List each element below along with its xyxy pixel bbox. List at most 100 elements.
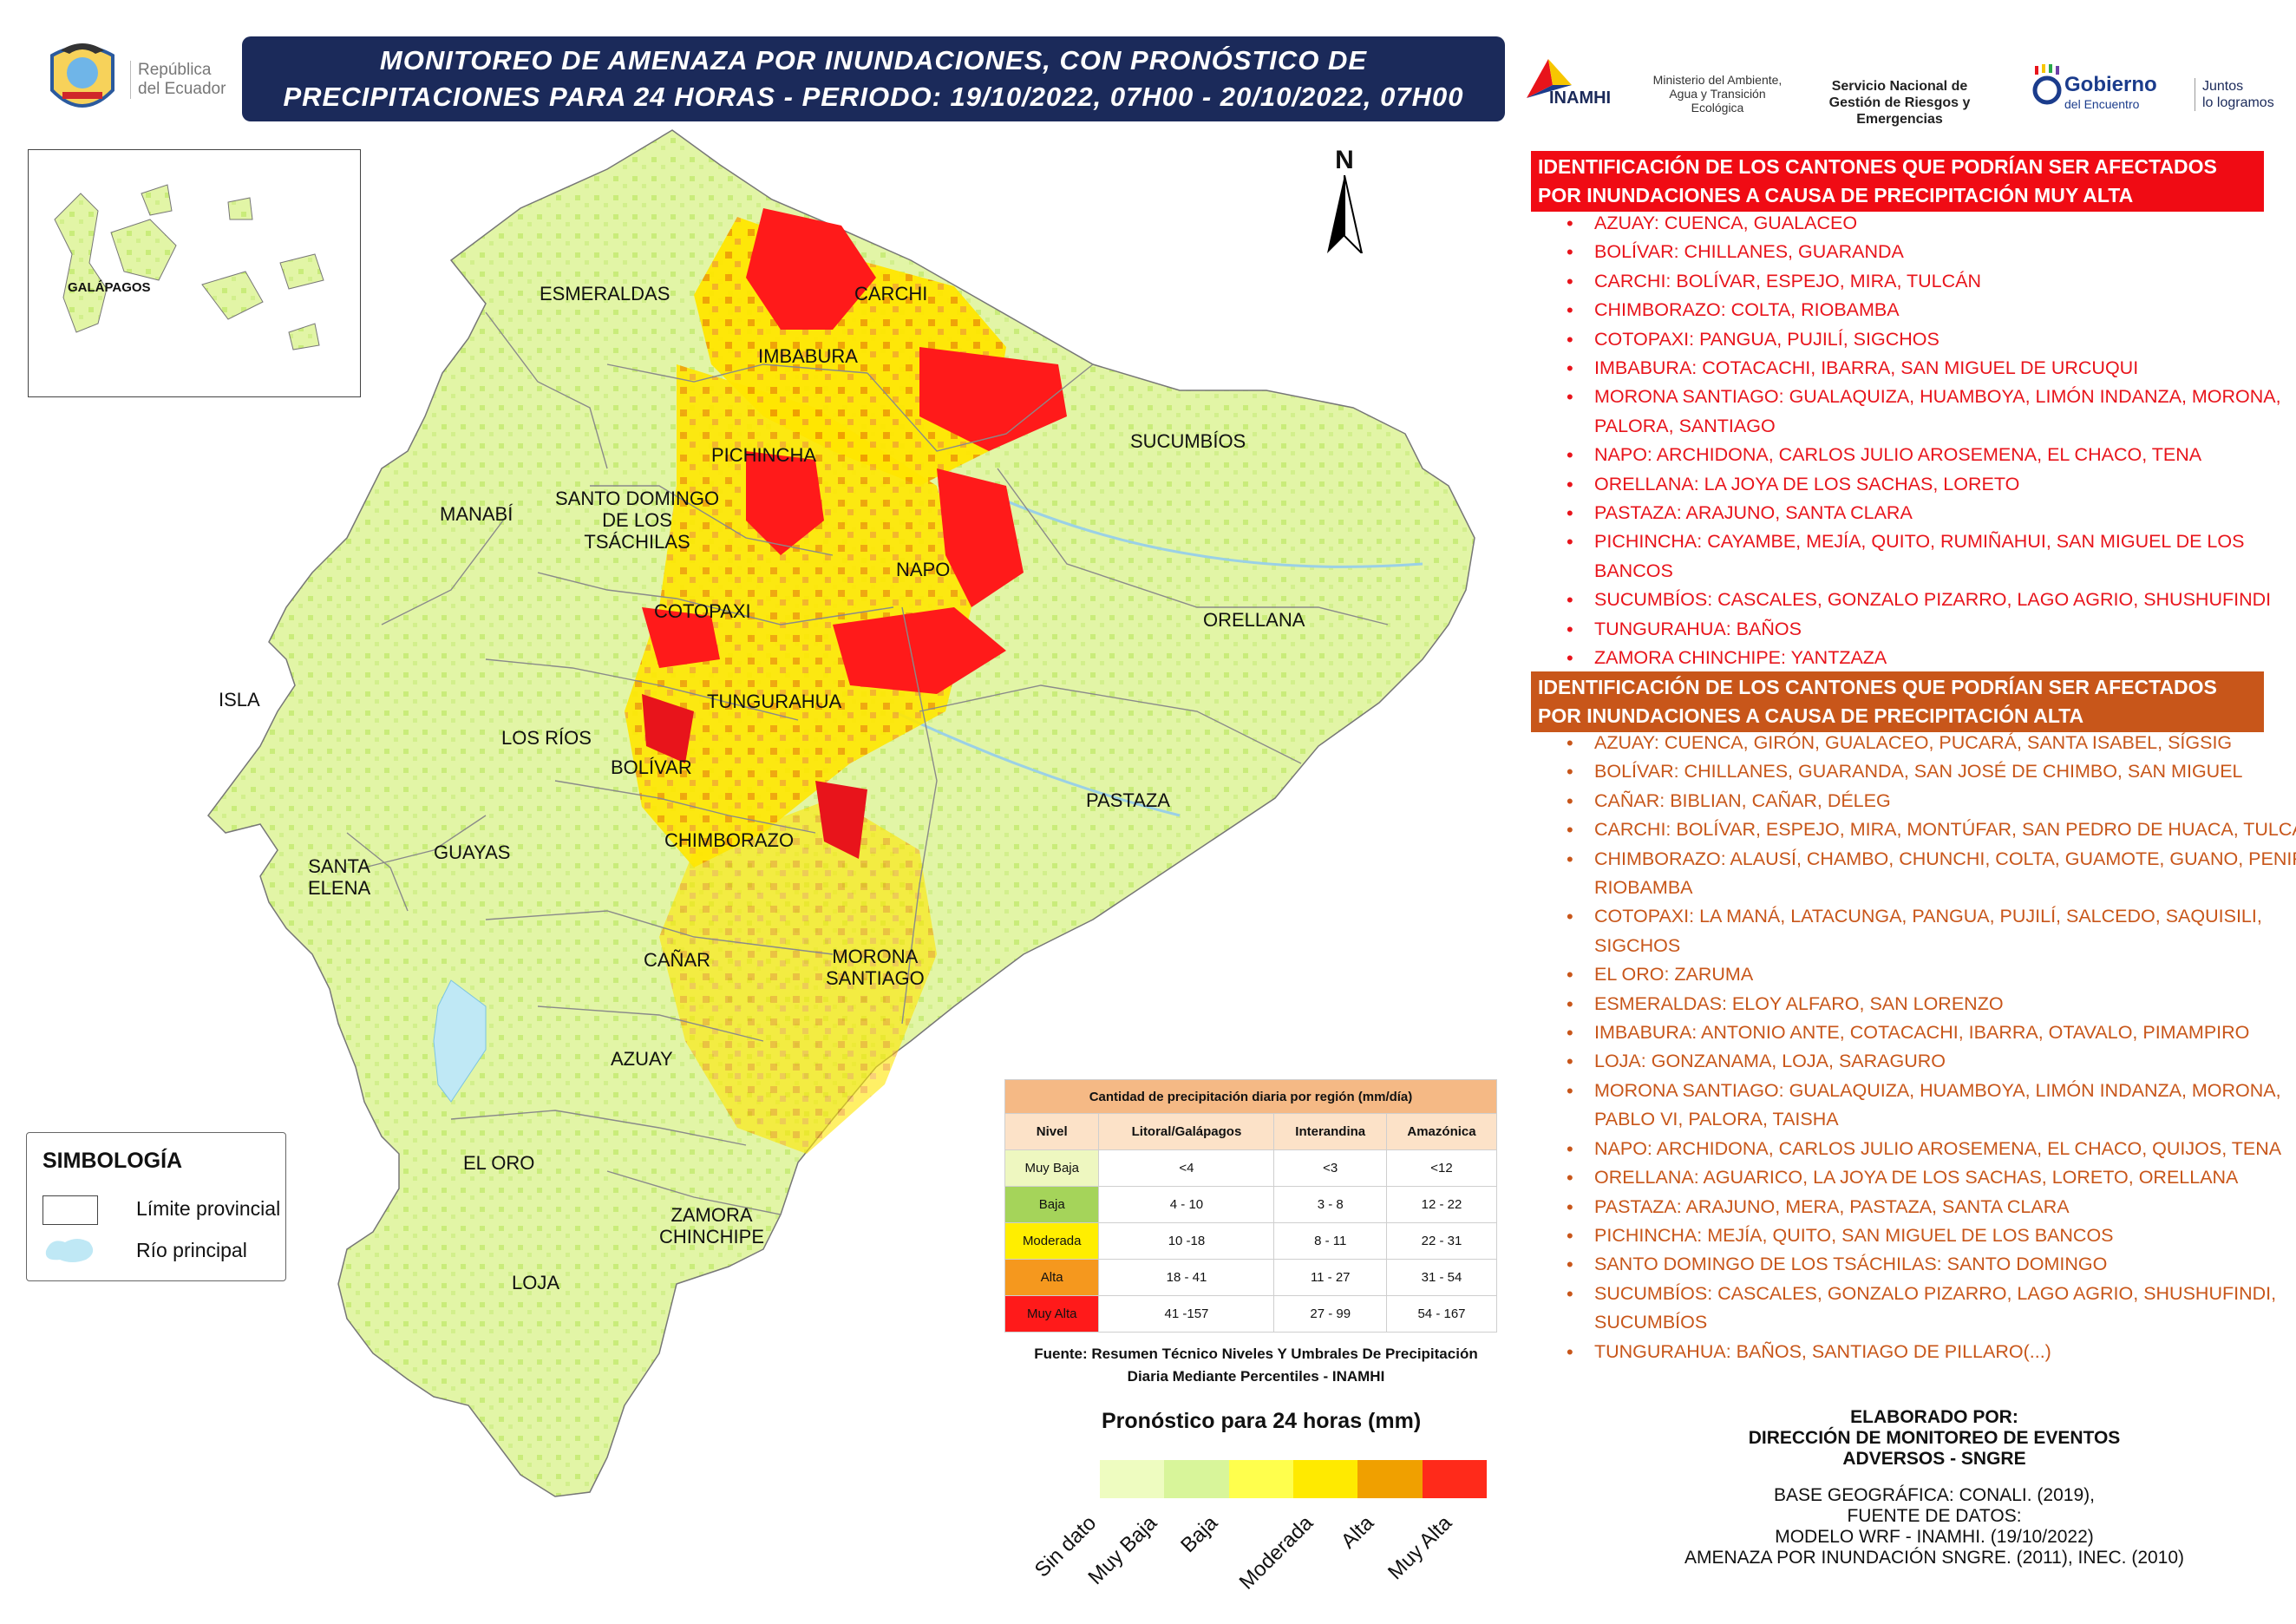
alta-list: AZUAY: CUENCA, GIRÓN, GUALACEO, PUCARÁ, … bbox=[1561, 729, 2296, 1366]
list-item: IMBABURA: COTACACHI, IBARRA, SAN MIGUEL … bbox=[1567, 354, 2296, 383]
muy-alta-list: AZUAY: CUENCA, GUALACEO BOLÍVAR: CHILLAN… bbox=[1561, 209, 2296, 673]
gobierno-text: Gobierno bbox=[2064, 73, 2157, 96]
credits-body: BASE GEOGRÁFICA: CONALI. (2019), FUENTE … bbox=[1684, 1485, 2185, 1568]
credits-heading: ELABORADO POR: DIRECCIÓN DE MONITOREO DE… bbox=[1748, 1407, 2121, 1469]
table-header: Nivel bbox=[1004, 1113, 1100, 1150]
table-header: Amazónica bbox=[1385, 1113, 1498, 1150]
table-cell: <12 bbox=[1385, 1149, 1498, 1187]
label-azuay: AZUAY bbox=[611, 1048, 673, 1070]
inamhi-logo: INAMHI bbox=[1518, 50, 1631, 120]
republica-ecuador-logo: República del Ecuador bbox=[43, 36, 234, 123]
map-title: MONITOREO DE AMENAZA POR INUNDACIONES, C… bbox=[242, 36, 1505, 121]
list-item: COTOPAXI: PANGUA, PUJILÍ, SIGCHOS bbox=[1567, 325, 2296, 355]
table-cell: 54 - 167 bbox=[1385, 1295, 1498, 1333]
label-tungurahua: TUNGURAHUA bbox=[707, 691, 842, 712]
zone-muy-alta-cotopaxi bbox=[642, 607, 720, 668]
list-item: CHIMBORAZO: COLTA, RIOBAMBA bbox=[1567, 296, 2296, 325]
label-napo: NAPO bbox=[896, 559, 951, 580]
label-loja: LOJA bbox=[512, 1272, 560, 1293]
provincial-boundaries bbox=[346, 311, 1389, 1215]
table-cell: 11 - 27 bbox=[1273, 1259, 1387, 1296]
list-item: EL ORO: ZARUMA bbox=[1567, 960, 2296, 990]
list-item: ORELLANA: LA JOYA DE LOS SACHAS, LORETO bbox=[1567, 470, 2296, 500]
zone-muy-alta-tungurahua bbox=[833, 607, 1006, 694]
list-item: PICHINCHA: CAYAMBE, MEJÍA, QUITO, RUMIÑA… bbox=[1567, 527, 2296, 586]
level-cell: Muy Baja bbox=[1004, 1149, 1100, 1187]
ministerio-logo: Ministerio del Ambiente, Agua y Transici… bbox=[1652, 73, 1783, 115]
table-title: Cantidad de precipitación diaria por reg… bbox=[1004, 1079, 1497, 1114]
label-cotopaxi: COTOPAXI bbox=[654, 600, 751, 622]
muy-alta-header: IDENTIFICACIÓN DE LOS CANTONES QUE PODRÍ… bbox=[1531, 151, 2264, 212]
label-sucumbios: SUCUMBÍOS bbox=[1130, 430, 1246, 452]
zone-alta-south bbox=[659, 798, 937, 1154]
table-cell: 3 - 8 bbox=[1273, 1186, 1387, 1223]
north-arrow: N bbox=[1318, 146, 1370, 259]
zone-muy-alta-carchi bbox=[746, 208, 876, 330]
level-cell: Moderada bbox=[1004, 1222, 1100, 1260]
galapagos-islands bbox=[54, 184, 324, 350]
list-item: SANTO DOMINGO DE LOS TSÁCHILAS: SANTO DO… bbox=[1567, 1250, 2296, 1280]
list-item: TUNGURAHUA: BAÑOS bbox=[1567, 615, 2296, 645]
table-cell: 4 - 10 bbox=[1098, 1186, 1275, 1223]
legend-swatch-moderada bbox=[1292, 1460, 1358, 1498]
table-cell: 12 - 22 bbox=[1385, 1186, 1498, 1223]
juntos-text: Juntos lo logramos bbox=[2195, 78, 2274, 111]
label-pastaza: PASTAZA bbox=[1086, 789, 1170, 811]
gobierno-sub: del Encuentro bbox=[2064, 97, 2140, 111]
galapagos-label: GALÁPAGOS bbox=[68, 280, 151, 295]
legend-swatch-baja bbox=[1228, 1460, 1293, 1498]
north-label: N bbox=[1335, 146, 1354, 174]
level-cell: Baja bbox=[1004, 1186, 1100, 1223]
list-item: ORELLANA: AGUARICO, LA JOYA DE LOS SACHA… bbox=[1567, 1163, 2296, 1193]
table-row: Moderada 10 -18 8 - 11 22 - 31 bbox=[1004, 1222, 1498, 1260]
guayas-river bbox=[433, 979, 487, 1103]
inamhi-text: INAMHI bbox=[1549, 88, 1612, 108]
table-source: Fuente: Resumen Técnico Niveles Y Umbral… bbox=[1034, 1346, 1478, 1385]
table-header: Interandina bbox=[1273, 1113, 1387, 1150]
zone-alta-central bbox=[625, 364, 971, 868]
legend-swatch-sin-dato bbox=[1100, 1460, 1165, 1498]
list-item: BOLÍVAR: CHILLANES, GUARANDA, SAN JOSÉ D… bbox=[1567, 757, 2296, 787]
label-pichincha: PICHINCHA bbox=[711, 444, 817, 466]
list-item: NAPO: ARCHIDONA, CARLOS JULIO AROSEMENA,… bbox=[1567, 1135, 2296, 1164]
north-arrow-icon bbox=[1327, 174, 1364, 257]
napo-river bbox=[893, 710, 1181, 817]
list-item: ZAMORA CHINCHIPE: YANTZAZA bbox=[1567, 644, 2296, 673]
list-item: TUNGURAHUA: BAÑOS, SANTIAGO DE PILLARO(.… bbox=[1567, 1338, 2296, 1367]
list-item: CAÑAR: BIBLIAN, CAÑAR, DÉLEG bbox=[1567, 787, 2296, 816]
list-item: CHIMBORAZO: ALAUSÍ, CHAMBO, CHUNCHI, COL… bbox=[1567, 845, 2296, 903]
label-santa-elena: SANTA ELENA bbox=[308, 855, 371, 899]
label-morona-santiago: MORONA SANTIAGO bbox=[826, 946, 925, 989]
limite-label: Límite provincial bbox=[136, 1197, 281, 1220]
zone-muy-alta-pichincha bbox=[746, 451, 824, 555]
label-santo-domingo: SANTO DOMINGO DE LOS TSÁCHILAS bbox=[555, 488, 720, 553]
label-el-oro: EL ORO bbox=[463, 1152, 535, 1174]
legend-title: Pronóstico para 24 horas (mm) bbox=[1102, 1409, 1422, 1433]
legend-swatch-muy-baja bbox=[1164, 1460, 1229, 1498]
level-cell: Muy Alta bbox=[1004, 1295, 1100, 1333]
label-imbabura: IMBABURA bbox=[758, 345, 858, 367]
table-cell: 10 -18 bbox=[1098, 1222, 1275, 1260]
list-item: CARCHI: BOLÍVAR, ESPEJO, MIRA, MONTÚFAR,… bbox=[1567, 815, 2296, 845]
zone-muy-alta-chimborazo bbox=[815, 781, 867, 859]
list-item: CARCHI: BOLÍVAR, ESPEJO, MIRA, TULCÁN bbox=[1567, 267, 2296, 297]
inamhi-icon bbox=[1527, 59, 1572, 98]
list-item: ESMERALDAS: ELOY ALFARO, SAN LORENZO bbox=[1567, 990, 2296, 1019]
level-cell: Alta bbox=[1004, 1259, 1100, 1296]
table-cell: 8 - 11 bbox=[1273, 1222, 1387, 1260]
table-row: Muy Baja <4 <3 <12 bbox=[1004, 1149, 1498, 1187]
list-item: MORONA SANTIAGO: GUALAQUIZA, HUAMBOYA, L… bbox=[1567, 383, 2296, 441]
list-item: AZUAY: CUENCA, GIRÓN, GUALACEO, PUCARÁ, … bbox=[1567, 729, 2296, 758]
label-isla: ISLA bbox=[219, 689, 260, 710]
list-item: PASTAZA: ARAJUNO, MERA, PASTAZA, SANTA C… bbox=[1567, 1193, 2296, 1222]
table-cell: <3 bbox=[1273, 1149, 1387, 1187]
list-item: COTOPAXI: LA MANÁ, LATACUNGA, PANGUA, PU… bbox=[1567, 902, 2296, 960]
title-line-1: MONITOREO DE AMENAZA POR INUNDACIONES, C… bbox=[379, 45, 1368, 75]
simbologia-box: SIMBOLOGÍA Límite provincial Río princip… bbox=[26, 1132, 286, 1281]
table-cell: 18 - 41 bbox=[1098, 1259, 1275, 1296]
list-item: SUCUMBÍOS: CASCALES, GONZALO PIZARRO, LA… bbox=[1567, 1280, 2296, 1338]
list-item: IMBABURA: ANTONIO ANTE, COTACACHI, IBARR… bbox=[1567, 1018, 2296, 1048]
ecuador-map bbox=[207, 129, 1475, 1497]
legend-swatch-alta bbox=[1357, 1460, 1423, 1498]
table-cell: <4 bbox=[1098, 1149, 1275, 1187]
